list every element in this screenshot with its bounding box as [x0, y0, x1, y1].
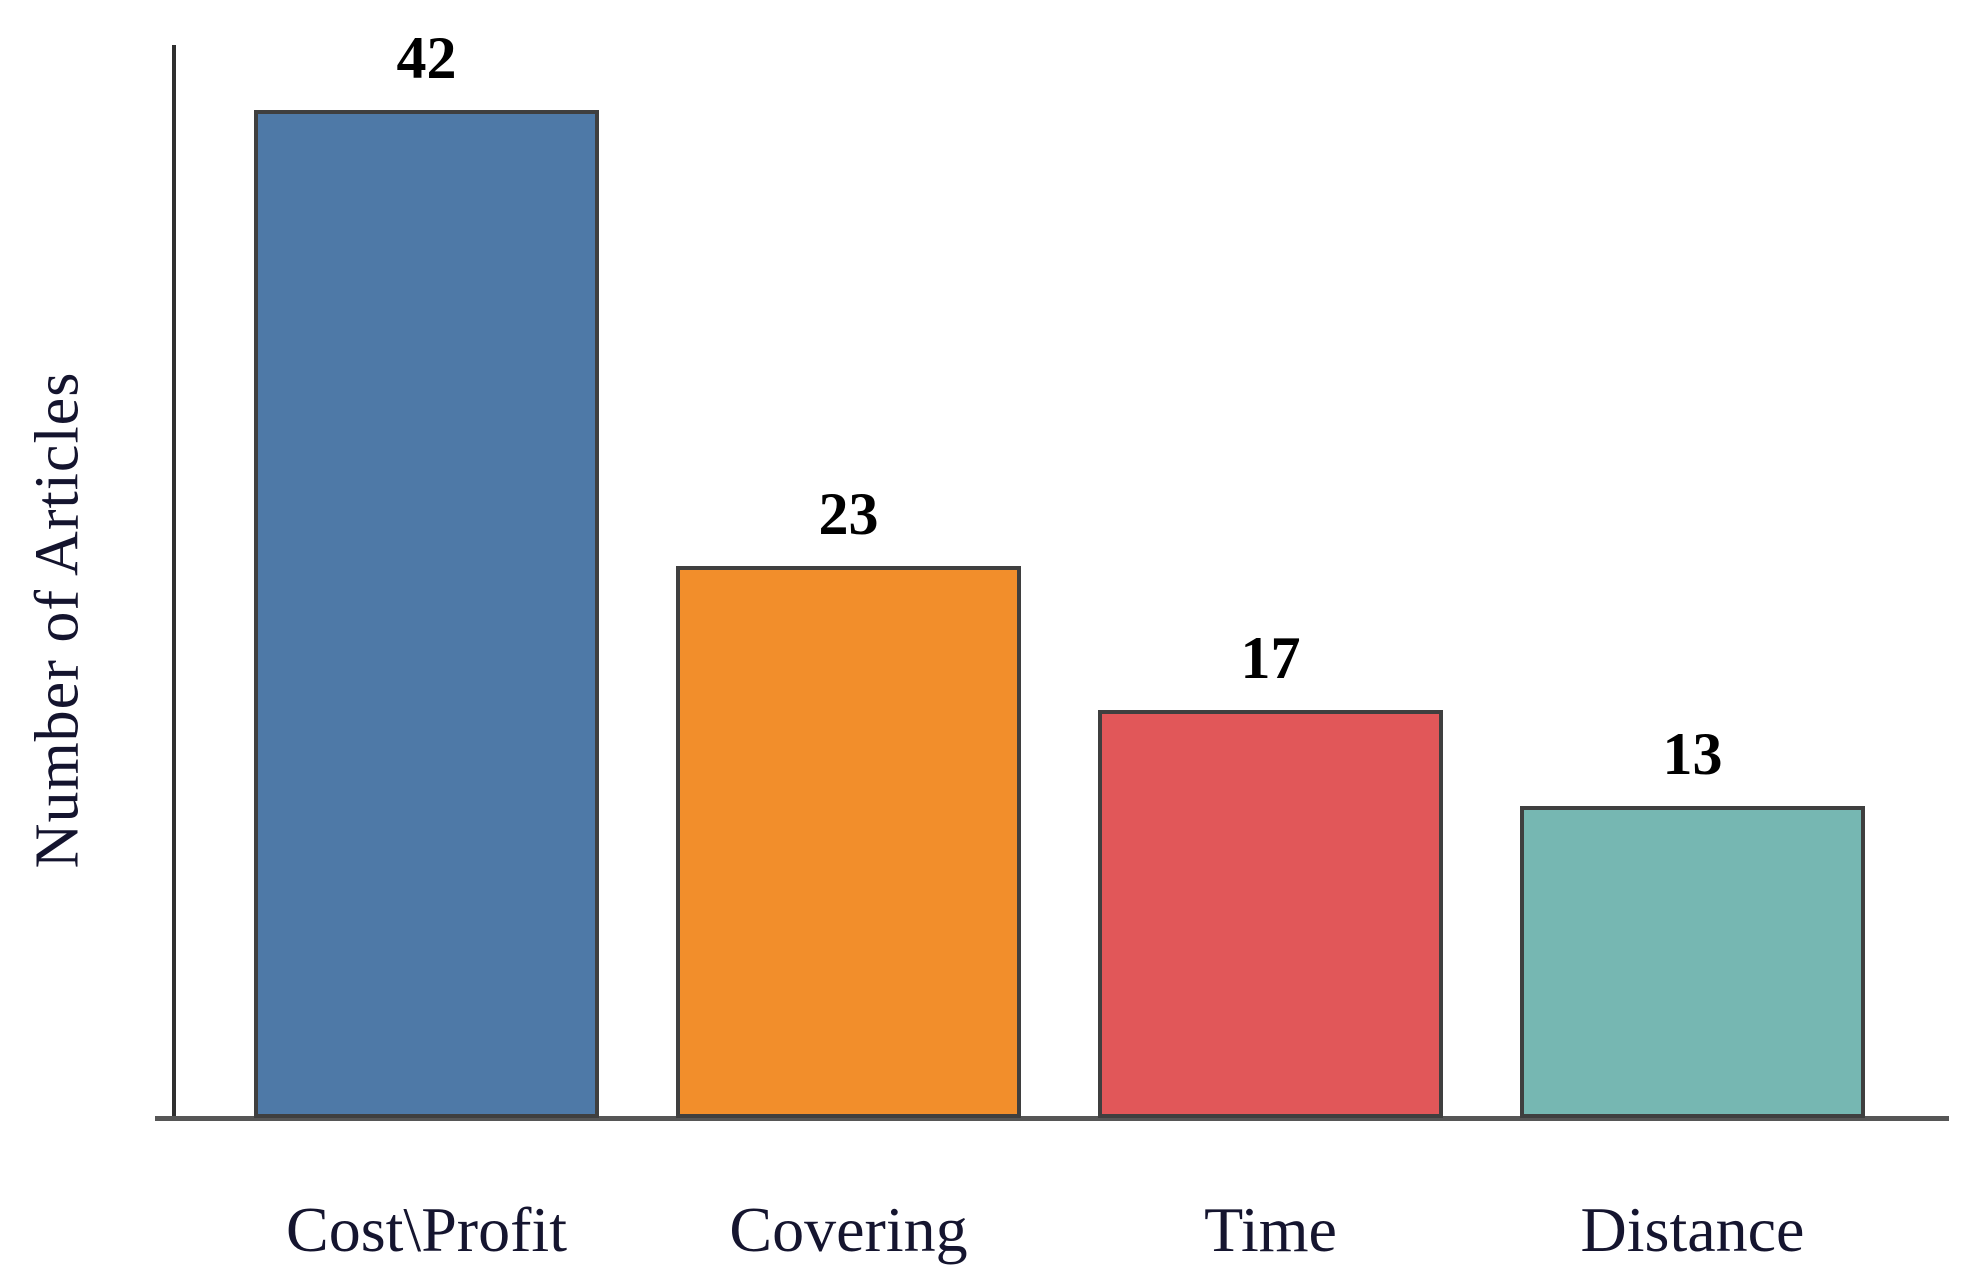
bar-value-label: 17: [1240, 625, 1301, 691]
bar-covering: [676, 566, 1021, 1118]
x-axis-label: Distance: [1580, 1194, 1805, 1265]
x-axis-line: [155, 1116, 1949, 1121]
bar-group: 13: [1520, 724, 1865, 1118]
y-axis-line: [172, 45, 176, 1121]
x-axis-label: Covering: [729, 1194, 968, 1265]
bar-group: 17: [1098, 628, 1443, 1118]
bar-value-label: 23: [818, 481, 879, 547]
x-axis-label: Time: [1204, 1194, 1337, 1265]
bar-distance: [1520, 806, 1865, 1118]
bar-group: 42: [254, 28, 599, 1118]
x-axis-label: Cost\Profit: [286, 1194, 567, 1265]
x-axis-labels: Cost\Profit Covering Time Distance: [254, 1198, 1865, 1262]
bar-time: [1098, 710, 1443, 1118]
bar-group: 23: [676, 484, 1021, 1118]
bar-value-label: 13: [1662, 721, 1723, 787]
bar-value-label: 42: [396, 25, 457, 91]
bar-cost-profit: [254, 110, 599, 1118]
bars-container: 42 23 17 13: [254, 28, 1865, 1118]
y-axis-title: Number of Articles: [23, 371, 92, 869]
